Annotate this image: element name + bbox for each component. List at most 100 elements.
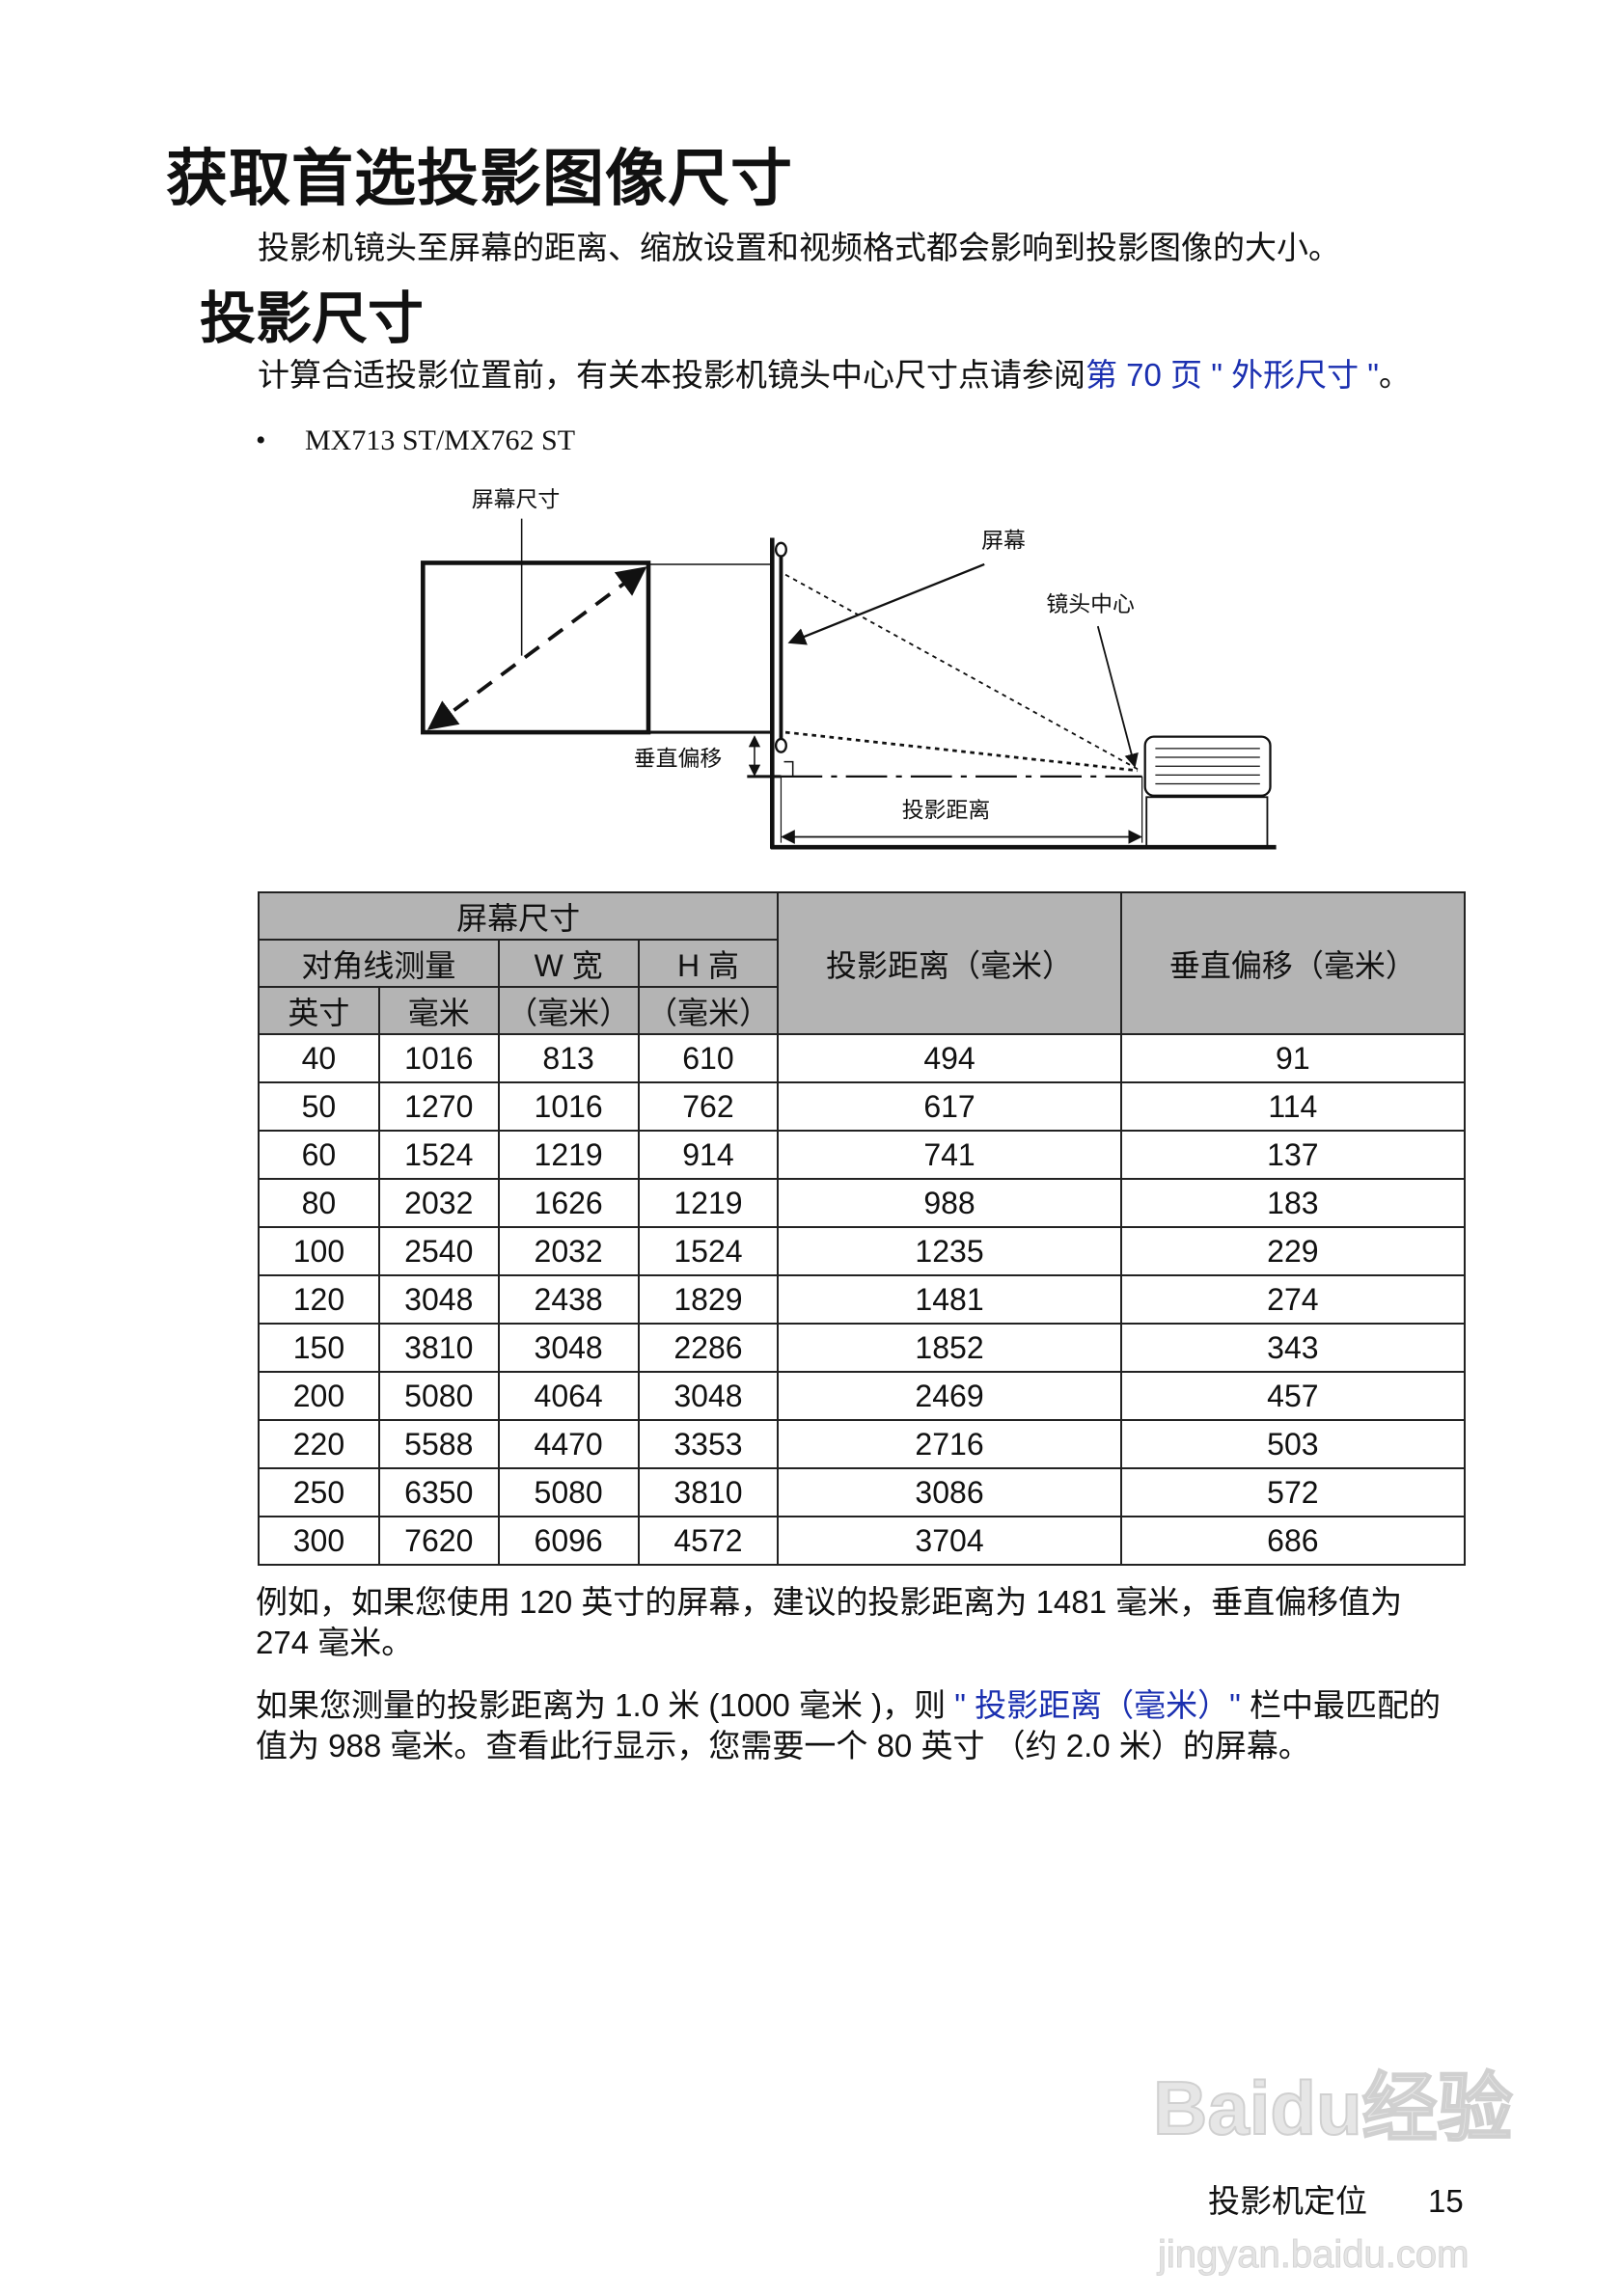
table-cell: 813 — [497, 1033, 640, 1083]
table-cell: 5080 — [497, 1467, 640, 1517]
baidu-watermark-logo: Baidu经验 — [1152, 2064, 1514, 2151]
table-cell: 4470 — [497, 1419, 640, 1469]
table-cell: 914 — [637, 1130, 780, 1180]
table-row: 80 2032 1626 1219 988 183 — [258, 1178, 1467, 1228]
dimensions-link[interactable]: 第 70 页 " 外形尺寸 " — [1085, 357, 1379, 393]
table-cell: 343 — [1119, 1323, 1467, 1373]
table-cell: 7620 — [377, 1516, 500, 1566]
header-offset: 垂直偏移（毫米） — [1119, 891, 1467, 1035]
header-distance: 投影距离（毫米） — [777, 891, 1122, 1035]
page-title: 获取首选投影图像尺寸 — [166, 144, 793, 213]
table-row: 40 1016 813 610 494 91 — [258, 1033, 1467, 1083]
projection-size-table: 屏幕尺寸 投影距离（毫米） 垂直偏移（毫米） 对角线测量 W 宽 H 高 英寸 … — [257, 891, 1467, 1566]
header-diagonal: 对角线测量 — [258, 939, 500, 988]
table-cell: 5080 — [377, 1371, 500, 1421]
header-width-unit: （毫米） — [497, 986, 640, 1035]
table-cell: 300 — [258, 1516, 380, 1566]
table-cell: 610 — [637, 1033, 780, 1083]
table-cell: 617 — [777, 1081, 1122, 1132]
table-cell: 60 — [258, 1130, 380, 1180]
example2-suffix: 栏中最匹配的 — [1240, 1687, 1442, 1723]
table-cell: 1481 — [777, 1274, 1122, 1325]
table-cell: 100 — [258, 1226, 380, 1276]
diagonal-arrow — [426, 566, 647, 730]
table-cell: 2716 — [777, 1419, 1122, 1469]
example1-line1: 例如，如果您使用 120 英寸的屏幕，建议的投影距离为 1481 毫米，垂直偏移… — [256, 1584, 1403, 1620]
label-lens-center: 镜头中心 — [1046, 591, 1135, 616]
distance-column-link[interactable]: " 投影距离（毫米）" — [954, 1687, 1241, 1723]
table-cell: 229 — [1119, 1226, 1467, 1276]
table-cell: 1524 — [637, 1226, 780, 1276]
table-cell: 686 — [1119, 1516, 1467, 1566]
table-cell: 988 — [777, 1178, 1122, 1228]
table-cell: 3704 — [777, 1516, 1122, 1566]
table-cell: 250 — [258, 1467, 380, 1517]
example1-line2: 274 毫米。 — [256, 1625, 414, 1660]
bullet-icon: • — [256, 424, 266, 456]
table-cell: 1852 — [777, 1323, 1122, 1373]
table-row: 200 5080 4064 3048 2469 457 — [258, 1371, 1467, 1421]
table-cell: 1524 — [377, 1130, 500, 1180]
table-cell: 137 — [1119, 1130, 1467, 1180]
table-cell: 572 — [1119, 1467, 1467, 1517]
label-projection-distance: 投影距离 — [902, 798, 991, 823]
table-cell: 220 — [258, 1419, 380, 1469]
table-cell: 183 — [1119, 1178, 1467, 1228]
table-cell: 4572 — [637, 1516, 780, 1566]
table-row: 100 2540 2032 1524 1235 229 — [258, 1226, 1467, 1276]
table-cell: 274 — [1119, 1274, 1467, 1325]
table-cell: 1219 — [637, 1178, 780, 1228]
table-cell: 4064 — [497, 1371, 640, 1421]
table-cell: 1829 — [637, 1274, 780, 1325]
table-cell: 3810 — [377, 1323, 500, 1373]
label-screen-size: 屏幕尺寸 — [472, 486, 561, 511]
table-row: 300 7620 6096 4572 3704 686 — [258, 1516, 1467, 1566]
table-cell: 3086 — [777, 1467, 1122, 1517]
table-cell: 91 — [1119, 1033, 1467, 1083]
table-cell: 3048 — [377, 1274, 500, 1325]
header-width: W 宽 — [497, 939, 640, 988]
table-cell: 494 — [777, 1033, 1122, 1083]
header-inch: 英寸 — [258, 986, 380, 1035]
table-cell: 2540 — [377, 1226, 500, 1276]
table-cell: 5588 — [377, 1419, 500, 1469]
table-cell: 6350 — [377, 1467, 500, 1517]
table-cell: 3353 — [637, 1419, 780, 1469]
header-height-unit: （毫米） — [637, 986, 780, 1035]
table-cell: 1016 — [497, 1081, 640, 1132]
table-cell: 2469 — [777, 1371, 1122, 1421]
example2-line2: 值为 988 毫米。查看此行显示，您需要一个 80 英寸 （约 2.0 米）的屏… — [256, 1728, 1310, 1763]
header-height: H 高 — [637, 939, 780, 988]
footer-section: 投影机定位 — [1208, 2183, 1367, 2219]
table-cell: 1219 — [497, 1130, 640, 1180]
label-vertical-offset: 垂直偏移 — [634, 746, 723, 771]
table-cell: 1270 — [377, 1081, 500, 1132]
table-cell: 1235 — [777, 1226, 1122, 1276]
table-cell: 3810 — [637, 1467, 780, 1517]
intro-text: 投影机镜头至屏幕的距离、缩放设置和视频格式都会影响到投影图像的大小。 — [258, 230, 1340, 265]
screen-size-box — [421, 560, 651, 735]
model-label: MX713 ST/MX762 ST — [305, 424, 576, 456]
table-cell: 2032 — [497, 1226, 640, 1276]
table-row: 250 6350 5080 3810 3086 572 — [258, 1467, 1467, 1517]
section-title: 投影尺寸 — [200, 287, 425, 350]
table-cell: 1016 — [377, 1033, 500, 1083]
page-number: 15 — [1428, 2183, 1464, 2219]
table-cell: 741 — [777, 1130, 1122, 1180]
table-cell: 2286 — [637, 1323, 780, 1373]
table-cell: 3048 — [637, 1371, 780, 1421]
section-text-suffix: 。 — [1378, 357, 1411, 393]
table-cell: 503 — [1119, 1419, 1467, 1469]
baidu-watermark-url: jingyan.baidu.com — [1157, 2233, 1470, 2277]
table-cell: 150 — [258, 1323, 380, 1373]
section-text: 计算合适投影位置前，有关本投影机镜头中心尺寸点请参阅第 70 页 " 外形尺寸 … — [258, 355, 1411, 396]
table-cell: 3048 — [497, 1323, 640, 1373]
table-cell: 2438 — [497, 1274, 640, 1325]
header-mm: 毫米 — [377, 986, 500, 1035]
table-cell: 1626 — [497, 1178, 640, 1228]
table-cell: 457 — [1119, 1371, 1467, 1421]
projector-icon — [1143, 735, 1272, 849]
table-cell: 2032 — [377, 1178, 500, 1228]
table-cell: 114 — [1119, 1081, 1467, 1132]
table-row: 150 3810 3048 2286 1852 343 — [258, 1323, 1467, 1373]
